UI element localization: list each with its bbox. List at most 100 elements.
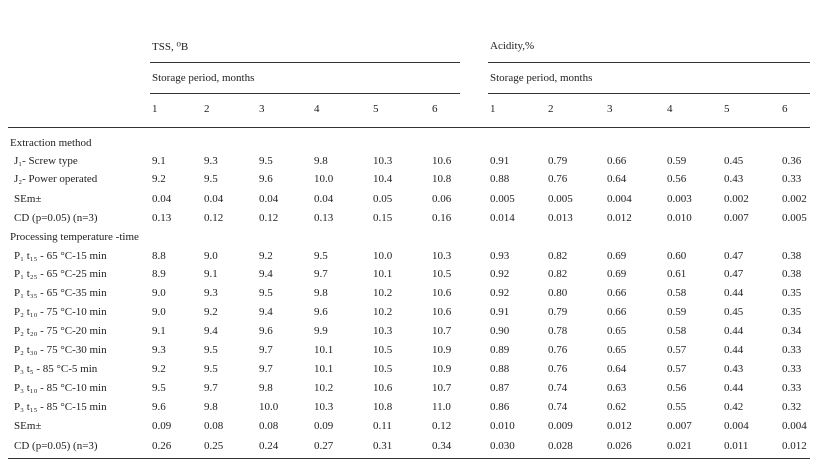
acidity-cell: 0.89: [490, 344, 510, 356]
acidity-cell: 0.65: [607, 325, 627, 337]
acid-month-2: 2: [548, 103, 554, 115]
section-extraction: Extraction method: [10, 137, 92, 149]
tss-cell: 9.4: [204, 325, 218, 337]
tss-cell: 9.8: [314, 287, 328, 299]
tss-cell: 9.5: [314, 250, 328, 262]
acidity-cell: 0.60: [667, 250, 687, 262]
acidity-cell: 0.47: [724, 268, 744, 280]
acidity-cell: 0.66: [607, 155, 627, 167]
acidity-cell: 0.002: [724, 193, 749, 205]
acidity-cell: 0.34: [782, 325, 802, 337]
acidity-cell: 0.58: [667, 325, 687, 337]
acidity-cell: 0.79: [548, 155, 568, 167]
acid-month-5: 5: [724, 103, 730, 115]
acidity-cell: 0.79: [548, 306, 568, 318]
acidity-cell: 0.32: [782, 401, 802, 413]
acidity-cell: 0.64: [607, 173, 627, 185]
tss-cell: 9.5: [204, 363, 218, 375]
acidity-cell: 0.69: [607, 268, 627, 280]
row-label: P₁ t₃₅ - 65 °C-35 min: [14, 287, 107, 299]
row-label: P₁ t₁₅ - 65 °C-15 min: [14, 250, 107, 262]
table-row: P₁ t₂₅ - 65 °C-25 min 8.9 9.1 9.4 9.7 10.1 10.…: [0, 268, 820, 284]
acidity-cell: 0.66: [607, 306, 627, 318]
acidity-cell: 0.91: [490, 155, 510, 167]
tss-heading: TSS, ⁰B: [152, 41, 189, 53]
acidity-cell: 0.007: [667, 420, 692, 432]
tss-cell: 10.5: [373, 363, 393, 375]
acid-month-1: 1: [490, 103, 496, 115]
acidity-cell: 0.026: [607, 440, 632, 452]
acidity-cell: 0.38: [782, 250, 802, 262]
tss-cell: 9.2: [152, 173, 166, 185]
acidity-cell: 0.62: [607, 401, 627, 413]
table-row: P₃ t₅ - 85 °C-5 min 9.2 9.5 9.7 10.1 10.5 10.9…: [0, 363, 820, 379]
tss-cell: 10.8: [373, 401, 393, 413]
acidity-cell: 0.88: [490, 173, 510, 185]
tss-cell: 9.1: [152, 325, 166, 337]
tss-cell: 10.3: [314, 401, 334, 413]
acidity-cell: 0.010: [667, 212, 692, 224]
tss-cell: 9.5: [204, 173, 218, 185]
tss-cell: 9.6: [259, 173, 273, 185]
tss-cell: 0.26: [152, 440, 172, 452]
table-bottom-rule: [8, 458, 810, 459]
acidity-cell: 0.82: [548, 250, 568, 262]
acidity-cell: 0.58: [667, 287, 687, 299]
acidity-cell: 0.005: [782, 212, 807, 224]
acidity-cell: 0.43: [724, 363, 744, 375]
tss-cell: 10.7: [432, 325, 452, 337]
tss-cell: 9.9: [314, 325, 328, 337]
tss-cell: 10.5: [432, 268, 452, 280]
acidity-cell: 0.76: [548, 363, 568, 375]
tss-cell: 0.09: [152, 420, 172, 432]
tss-cell: 9.2: [152, 363, 166, 375]
tss-cell: 9.1: [152, 155, 166, 167]
tss-cell: 10.0: [373, 250, 393, 262]
acidity-cell: 0.76: [548, 173, 568, 185]
acidity-cell: 0.57: [667, 363, 687, 375]
acidity-cell: 0.35: [782, 306, 802, 318]
tss-cell: 10.9: [432, 363, 452, 375]
tss-cell: 9.6: [152, 401, 166, 413]
acidity-cell: 0.007: [724, 212, 749, 224]
tss-cell: 10.0: [259, 401, 279, 413]
row-label: J₁- Screw type: [14, 155, 78, 167]
table-row: SEm± 0.04 0.04 0.04 0.04 0.05 0.06 0.005 0.005 0.…: [0, 193, 820, 209]
tss-cell: 0.05: [373, 193, 393, 205]
tss-cell: 0.12: [259, 212, 279, 224]
table-row: J₁- Screw type 9.1 9.3 9.5 9.8 10.3 10.6 0.91 0.…: [0, 155, 820, 171]
row-label: P₂ t₃₀ - 75 °C-30 min: [14, 344, 107, 356]
tss-cell: 9.3: [204, 287, 218, 299]
acidity-cell: 0.78: [548, 325, 568, 337]
table-row: CD (p=0.05) (n=3) 0.26 0.25 0.24 0.27 0.31 0.3…: [0, 440, 820, 456]
tss-cell: 10.9: [432, 344, 452, 356]
acidity-cell: 0.56: [667, 382, 687, 394]
table-row: P₁ t₁₅ - 65 °C-15 min 8.8 9.0 9.2 9.5 10.0 10.…: [0, 250, 820, 266]
tss-storage-rule: [150, 93, 460, 94]
tss-cell: 9.0: [204, 250, 218, 262]
acidity-cell: 0.55: [667, 401, 687, 413]
tss-cell: 0.25: [204, 440, 224, 452]
tss-cell: 10.1: [314, 344, 334, 356]
acidity-cell: 0.80: [548, 287, 568, 299]
acidity-cell: 0.005: [490, 193, 515, 205]
acidity-cell: 0.61: [667, 268, 687, 280]
tss-cell: 0.31: [373, 440, 393, 452]
tss-cell: 9.0: [152, 306, 166, 318]
table-row: P₂ t₂₀ - 75 °C-20 min 9.1 9.4 9.6 9.9 10.3 10.…: [0, 325, 820, 341]
tss-cell: 10.1: [373, 268, 393, 280]
tss-month-1: 1: [152, 103, 158, 115]
acidity-cell: 0.33: [782, 363, 802, 375]
acidity-cell: 0.66: [607, 287, 627, 299]
acidity-cell: 0.012: [782, 440, 807, 452]
tss-cell: 9.4: [259, 306, 273, 318]
tss-cell: 10.5: [373, 344, 393, 356]
tss-cell: 0.16: [432, 212, 452, 224]
acidity-cell: 0.38: [782, 268, 802, 280]
acid-month-3: 3: [607, 103, 613, 115]
tss-cell: 0.15: [373, 212, 393, 224]
tss-cell: 9.2: [204, 306, 218, 318]
tss-cell: 10.2: [373, 287, 393, 299]
row-label: SEm±: [14, 420, 42, 432]
acidity-cell: 0.004: [607, 193, 632, 205]
